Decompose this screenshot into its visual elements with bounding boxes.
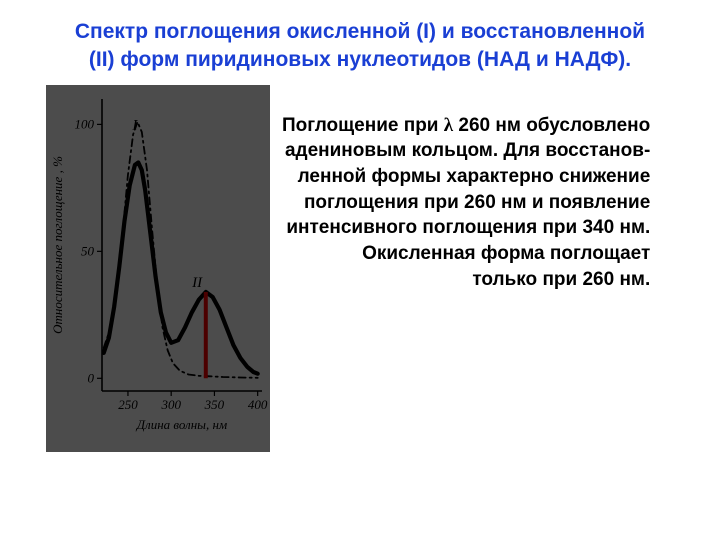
svg-text:100: 100 [75,116,95,131]
svg-text:II: II [191,275,203,291]
svg-text:300: 300 [160,397,181,412]
description-line: адениновым кольцом. Для восстанов- [282,138,650,164]
svg-text:I: I [131,117,138,133]
description-line: Поглощение при λ 260 нм обусловлено [282,113,650,139]
svg-text:350: 350 [204,397,225,412]
description-line: только при 260 нм. [282,267,650,293]
description-line: поглощения при 260 нм и появление [282,190,650,216]
svg-text:Длина волны, нм: Длина волны, нм [135,417,227,432]
description-line: интенсивного поглощения при 340 нм. [282,215,650,241]
svg-text:50: 50 [81,243,95,258]
description-text: Поглощение при λ 260 нм обусловленоадени… [270,85,654,292]
spectrum-chart: 0 50 100 250 300 350 400 Длина волны, нм Относит… [46,85,270,452]
content-row: 0 50 100 250 300 350 400 Длина волны, нм Относит… [0,81,720,452]
svg-text:Относительное поглощение , %: Относительное поглощение , % [50,156,65,334]
svg-text:0: 0 [88,370,95,385]
description-line: Окисленная форма поглощает [282,241,650,267]
title-line-2: (II) форм пиридиновых нуклеотидов (НАД и… [30,46,690,74]
svg-text:400: 400 [248,397,268,412]
title-line-1: Спектр поглощения окисленной (I) и восст… [30,18,690,46]
spectrum-chart-svg: 0 50 100 250 300 350 400 Длина волны, нм Относит… [46,85,270,447]
svg-text:250: 250 [118,397,138,412]
description-line: ленной формы характерно снижение [282,164,650,190]
page-title: Спектр поглощения окисленной (I) и восст… [0,0,720,81]
